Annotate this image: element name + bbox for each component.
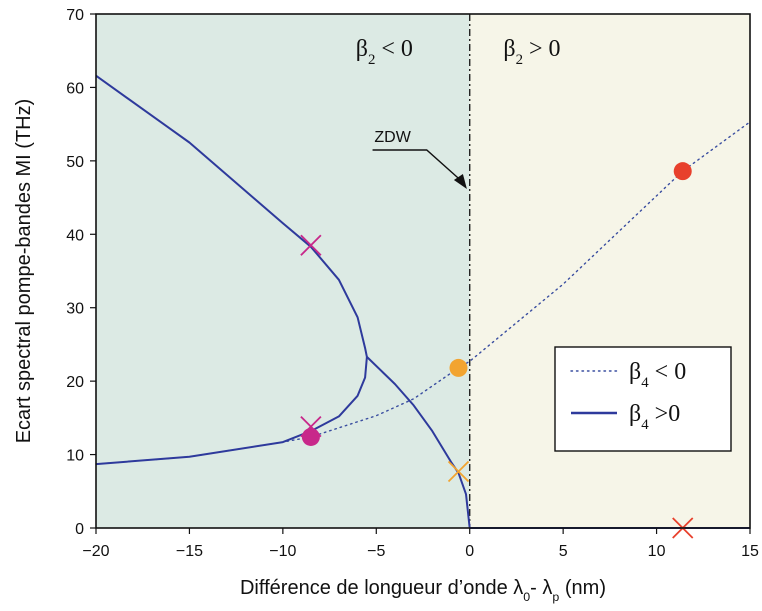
marker-cross-3 <box>300 234 322 256</box>
x-axis-title: Différence de longueur d’onde λ0- λp (nm… <box>240 577 606 604</box>
ticks: −20 −15 −10 −5 0 5 10 15 0 10 20 30 40 50 60 70 <box>66 7 759 560</box>
marker-circle-1 <box>449 358 468 377</box>
series-line-1-branch-0 <box>95 74 368 358</box>
zdw-label: ZDW <box>374 129 411 146</box>
region-label-beta2-neg: β2 < 0 <box>356 36 413 68</box>
y-tick-label: 10 <box>66 448 84 465</box>
marker-cross-4 <box>300 416 322 438</box>
region-0 <box>96 14 470 528</box>
legend-box <box>554 346 732 452</box>
region-label-beta2-pos: β2 > 0 <box>503 36 560 68</box>
series-line-1-branch-1 <box>95 356 368 466</box>
series-line-0 <box>95 121 751 465</box>
markers <box>300 162 694 539</box>
zdw-arrow-line <box>372 149 461 181</box>
zdw-arrowhead <box>453 174 467 189</box>
y-tick-label: 20 <box>66 374 84 391</box>
legend-label-0: β4 < 0 <box>629 359 686 391</box>
marker-circle-0 <box>673 162 692 181</box>
y-tick-label: 70 <box>66 7 84 24</box>
x-tick-label: −15 <box>176 543 203 560</box>
y-tick-label: 40 <box>66 227 84 244</box>
regions <box>96 14 750 528</box>
x-tick-label: 15 <box>741 543 759 560</box>
x-tick-label: 0 <box>465 543 474 560</box>
x-tick-label: −20 <box>82 543 109 560</box>
x-tick-label: −10 <box>269 543 296 560</box>
series-group <box>95 74 751 529</box>
y-tick-label: 50 <box>66 154 84 171</box>
y-tick-label: 60 <box>66 80 84 97</box>
x-tick-label: 5 <box>559 543 568 560</box>
y-axis-title: Ecart spectral pompe-bandes MI (THz) <box>13 99 35 444</box>
y-tick-label: 30 <box>66 301 84 318</box>
marker-circle-2 <box>301 427 320 446</box>
legend-label-1: β4 >0 <box>629 401 680 433</box>
legend: β4 < 0 β4 >0 <box>554 346 732 452</box>
marker-cross-5 <box>447 460 470 483</box>
x-tick-label: −5 <box>367 543 385 560</box>
plot-frame <box>95 13 751 529</box>
y-tick-label: 0 <box>75 521 84 538</box>
x-tick-label: 10 <box>648 543 666 560</box>
series-line-1-branch-2 <box>366 356 750 529</box>
